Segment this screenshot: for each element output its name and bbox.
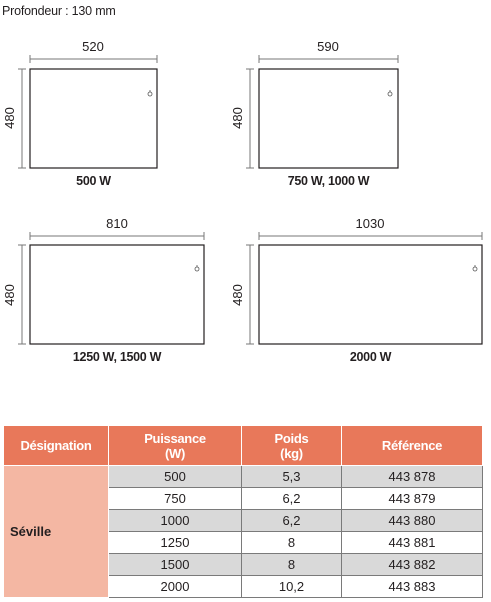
height-label: 480 [230,107,245,129]
header-power: Puissance (W) [108,425,242,466]
power-cell: 1000 [108,509,242,532]
thermostat-icon [387,90,393,97]
weight-cell: 10,2 [241,575,342,598]
heater-outline [29,68,158,169]
table-row: Séville 500 5,3 443 878 [3,465,483,598]
reference-cell: 443 882 [341,553,483,576]
diagram-750w-1000w: 590 480 [230,39,399,169]
caption-1250w-1500w: 1250 W, 1500 W [72,350,162,364]
power-cell: 1500 [108,553,242,576]
height-label: 480 [2,107,17,129]
reference-cell: 443 878 [341,465,483,488]
heater-outline [258,244,483,345]
thermostat-icon [472,265,478,272]
height-label: 480 [230,284,245,306]
table-row: 1500 8 443 882 [3,553,483,576]
header-weight: Poids (kg) [241,425,342,466]
dimension-diagrams: 520 480 590 480 [2,39,483,345]
table-row: 2000 10,2 443 883 [3,575,483,598]
heater-outline [258,68,399,169]
width-label: 520 [82,39,104,54]
depth-label: Profondeur : 130 mm [2,4,116,18]
diagram-2000w: 1030 480 [230,216,483,345]
diagram-1250w-1500w: 810 480 [2,216,205,345]
power-cell: 750 [108,487,242,510]
table-header-row: Désignation Puissance (W) Poids (kg) Référ… [3,425,483,466]
weight-cell: 5,3 [241,465,342,488]
thermostat-icon [147,90,153,97]
weight-cell: 8 [241,553,342,576]
width-label: 590 [317,39,339,54]
specs-table: Désignation Puissance (W) Poids (kg) Référ… [3,425,483,598]
reference-cell: 443 880 [341,509,483,532]
header-reference: Référence [341,425,483,466]
heater-outline [29,244,205,345]
width-label: 810 [106,216,128,231]
power-cell: 1250 [108,531,242,554]
weight-cell: 8 [241,531,342,554]
thermostat-icon [194,265,200,272]
reference-cell: 443 881 [341,531,483,554]
weight-cell: 6,2 [241,509,342,532]
power-cell: 500 [108,465,242,488]
caption-2000w: 2000 W [349,350,392,364]
width-label: 1030 [356,216,385,231]
table-row: 1000 6,2 443 880 [3,509,483,532]
caption-750w-1000w: 750 W, 1000 W [287,174,370,188]
caption-500w: 500 W [76,174,111,188]
weight-cell: 6,2 [241,487,342,510]
diagram-500w: 520 480 [2,39,158,169]
model-name: Séville [3,465,109,598]
power-cell: 2000 [108,575,242,598]
reference-cell: 443 879 [341,487,483,510]
header-designation: Désignation [3,425,109,466]
height-label: 480 [2,284,17,306]
reference-cell: 443 883 [341,575,483,598]
